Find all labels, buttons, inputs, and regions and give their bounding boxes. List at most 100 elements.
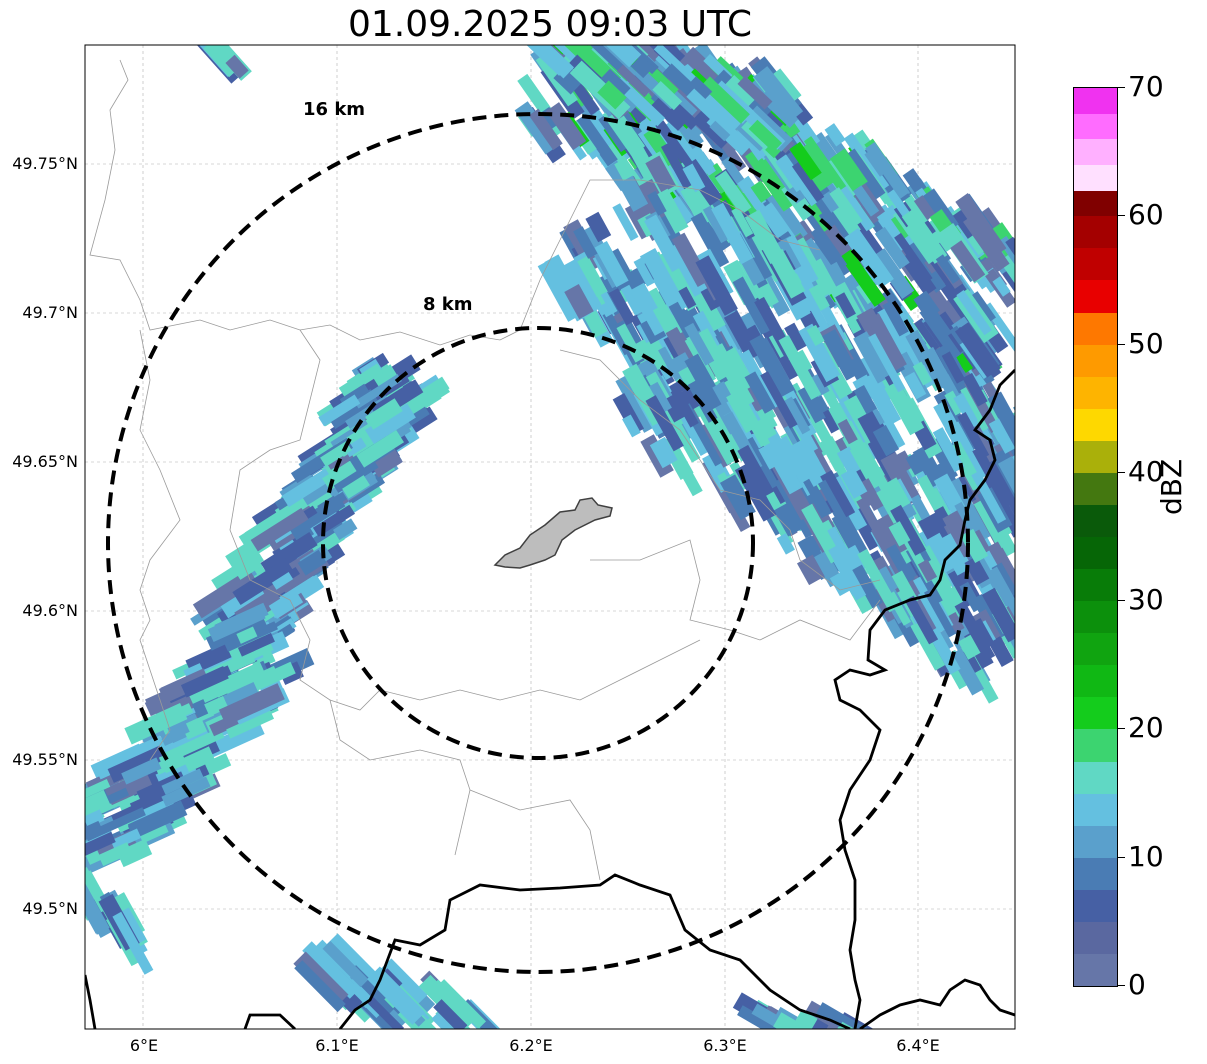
colorbar-tick-mark [1118,87,1125,88]
echo-cell [867,313,907,371]
echo-cell [797,535,822,561]
national-border [85,369,1015,1029]
echo-cell [719,474,756,521]
colorbar-bin [1074,279,1117,313]
echo-cell [715,170,752,215]
echo-cell [98,842,133,867]
echo-cell [112,911,154,975]
echo-cell [806,284,830,312]
echo-cell [924,588,956,638]
echo-cell [971,470,1007,524]
echo-cell [997,456,1015,510]
echo-cell [789,141,822,181]
echo-cell [786,234,819,284]
echo-cell [232,558,294,606]
echo-cell [180,665,229,698]
echo-cell [653,45,702,89]
echo-cell [116,838,153,868]
echo-cell [528,108,563,151]
echo-cell [822,329,860,381]
colorbar-tick-label: 50 [1128,326,1164,360]
echo-cell [829,187,863,228]
echo-cell [85,779,111,800]
echo-cell [992,276,1011,297]
echo-cell [830,148,868,192]
echo-cell [678,286,697,310]
echo-cell [865,142,910,199]
echo-cell [792,265,815,293]
echo-cell [883,477,911,511]
echo-cell [803,477,831,515]
echo-cell [585,45,625,73]
echo-cell [890,504,926,556]
echo-cell [831,201,861,237]
echo-cell [723,310,761,361]
echo-cell [594,240,629,288]
echo-cell [904,595,939,645]
echo-cell [864,149,888,177]
echo-cell [840,467,868,499]
x-tick-label: 6.4°E [896,1036,940,1055]
colorbar-tick-label: 40 [1128,454,1164,488]
echo-cell [837,418,858,445]
y-tick-label: 49.75°N [12,154,78,173]
y-tick-label: 49.7°N [22,303,78,322]
colorbar-bin [1074,113,1117,140]
echo-cell [953,392,978,426]
colorbar-bin [1074,164,1117,191]
echo-cell [169,727,225,761]
echo-cell [1032,461,1052,485]
echo-cell [433,999,468,1029]
echo-cell [838,186,875,232]
colorbar-bin [1074,440,1117,473]
echo-cell [816,1002,874,1029]
echo-cell [192,568,258,619]
colorbar-bin [1074,825,1117,858]
echo-cell [894,232,933,283]
echo-cell [872,248,915,299]
echo-cell [371,364,399,389]
echo-cell [167,719,190,740]
echo-cell [768,248,806,299]
echo-cell [802,1000,859,1029]
echo-cell [222,682,261,711]
echo-cell [378,958,428,1008]
echo-cell [692,310,717,342]
echo-cell [884,380,925,436]
echo-cell [988,636,1014,667]
echo-cell [913,195,936,221]
echo-cell [204,695,229,717]
echo-cell [620,284,644,316]
echo-cell [851,564,883,609]
colorbar-bin [1074,761,1117,794]
echo-cell [689,146,715,176]
echo-cell [590,45,642,68]
echo-cell [236,626,258,644]
colorbar-bin [1074,190,1117,217]
echo-cell [612,203,639,242]
echo-cell [827,526,859,573]
echo-cell [629,282,669,336]
colorbar-bin [1074,408,1117,441]
echo-cell [608,7,628,30]
echo-cell [302,941,360,999]
colorbar-bin [1074,889,1117,922]
colorbar-bin [1074,728,1117,762]
echo-cell [956,289,992,336]
echo-cell [281,468,333,508]
echo-cell [532,45,579,51]
echo-cell [686,88,729,129]
echo-cell [919,303,966,361]
echo-cell [784,322,807,352]
colorbar-bin [1074,472,1117,505]
echo-cell [367,966,426,1025]
echo-cell [602,45,640,46]
echo-cell [750,180,772,203]
echo-cell [690,212,730,269]
colorbar-bin [1074,600,1117,634]
echo-cell [366,995,405,1029]
echo-cell [858,334,880,360]
echo-cell [537,260,579,322]
colorbar-bin [1074,87,1117,114]
